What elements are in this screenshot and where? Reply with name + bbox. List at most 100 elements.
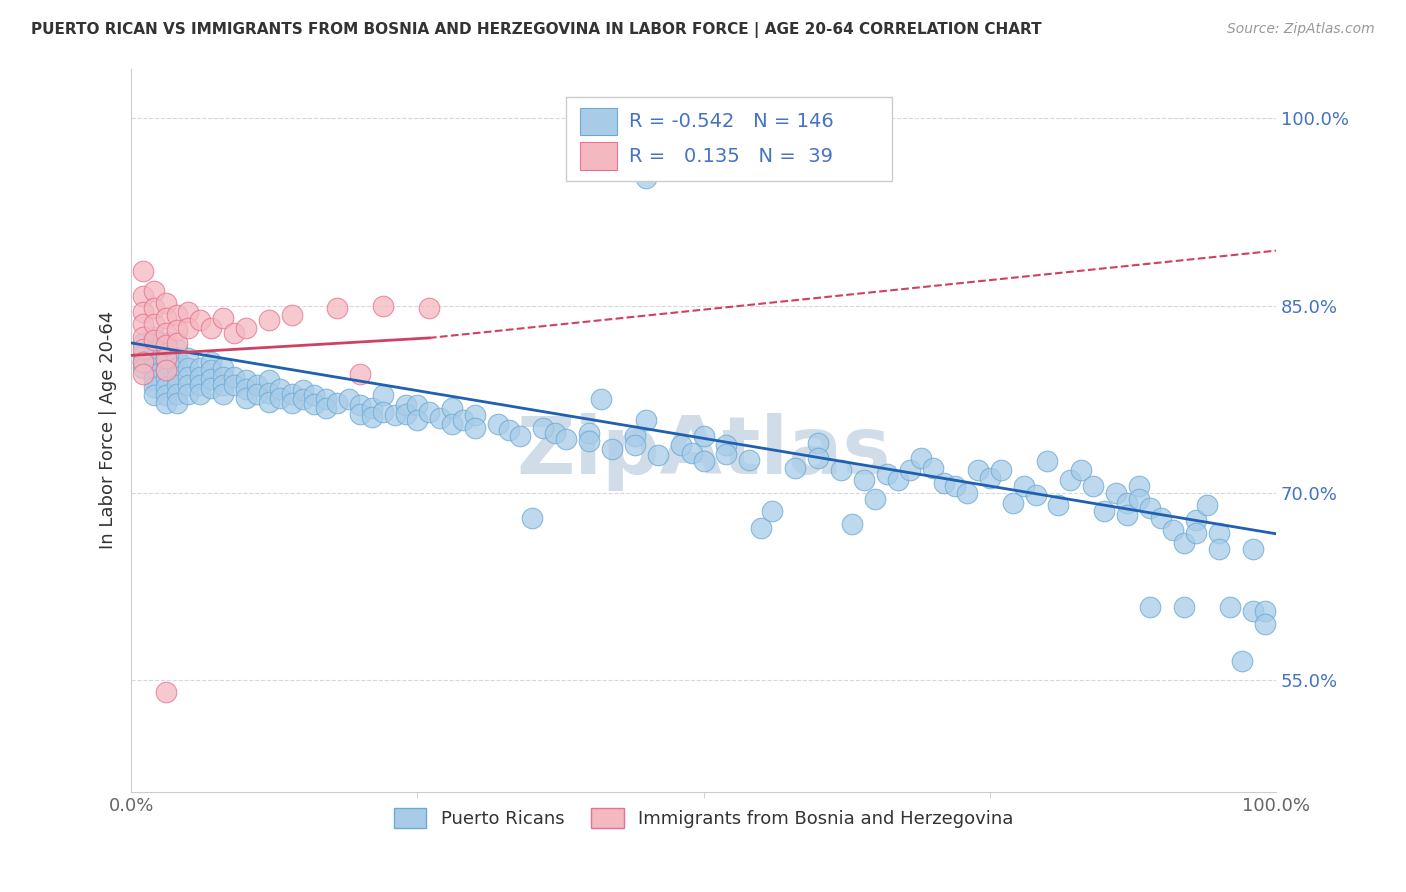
Bar xyxy=(581,108,617,135)
Point xyxy=(1116,495,1139,509)
Point xyxy=(257,385,280,400)
Point xyxy=(188,360,211,375)
Point xyxy=(1150,510,1173,524)
Point xyxy=(200,372,222,386)
Point xyxy=(1241,604,1264,618)
FancyBboxPatch shape xyxy=(567,97,893,181)
Point xyxy=(1230,654,1253,668)
Point xyxy=(636,413,658,427)
Point xyxy=(898,463,921,477)
Point xyxy=(406,413,429,427)
Point xyxy=(716,447,738,461)
Point xyxy=(188,313,211,327)
Point xyxy=(349,367,371,381)
Text: PUERTO RICAN VS IMMIGRANTS FROM BOSNIA AND HERZEGOVINA IN LABOR FORCE | AGE 20-6: PUERTO RICAN VS IMMIGRANTS FROM BOSNIA A… xyxy=(31,22,1042,38)
Point xyxy=(440,401,463,415)
Point xyxy=(440,417,463,431)
Point xyxy=(498,423,520,437)
Point xyxy=(406,398,429,412)
Point xyxy=(418,301,440,315)
Point xyxy=(807,450,830,465)
Point xyxy=(326,396,349,410)
Point xyxy=(155,363,177,377)
Point xyxy=(681,446,703,460)
Point xyxy=(166,342,188,356)
Point xyxy=(224,326,246,340)
Point xyxy=(166,323,188,337)
Point xyxy=(280,396,302,410)
Point xyxy=(155,371,177,385)
Point xyxy=(418,404,440,418)
Point xyxy=(155,379,177,393)
Point xyxy=(876,467,898,481)
Point xyxy=(143,379,166,393)
Text: R =   0.135   N =  39: R = 0.135 N = 39 xyxy=(630,146,834,166)
Point xyxy=(785,460,807,475)
Point xyxy=(211,360,233,375)
Point xyxy=(807,435,830,450)
Point xyxy=(131,354,153,368)
Point xyxy=(624,438,647,452)
Point xyxy=(224,378,246,392)
Point xyxy=(280,309,302,323)
Point xyxy=(371,404,394,418)
Point xyxy=(1173,535,1195,549)
Point xyxy=(166,369,188,384)
Point xyxy=(360,409,382,424)
Point xyxy=(143,301,166,315)
Point xyxy=(1116,508,1139,522)
Point xyxy=(1139,500,1161,515)
Point xyxy=(544,425,567,440)
Point xyxy=(600,442,623,456)
Point xyxy=(337,392,360,406)
Point xyxy=(143,342,166,356)
Point xyxy=(589,392,612,406)
Point xyxy=(315,401,337,415)
Point xyxy=(1025,488,1047,502)
Point xyxy=(967,463,990,477)
Point xyxy=(143,388,166,402)
Point xyxy=(1092,504,1115,518)
Point xyxy=(1173,600,1195,615)
Point xyxy=(451,413,474,427)
Point xyxy=(155,310,177,325)
Y-axis label: In Labor Force | Age 20-64: In Labor Force | Age 20-64 xyxy=(100,311,117,549)
Point xyxy=(131,360,153,375)
Point xyxy=(1241,541,1264,556)
Point xyxy=(155,354,177,368)
Point xyxy=(177,360,200,375)
Point xyxy=(143,351,166,365)
Point xyxy=(349,407,371,421)
Point xyxy=(429,410,451,425)
Point xyxy=(143,360,166,375)
Point xyxy=(624,429,647,443)
Point xyxy=(578,425,600,440)
Point xyxy=(865,491,887,506)
Point xyxy=(257,394,280,409)
Point xyxy=(395,398,418,412)
Point xyxy=(257,373,280,387)
Point xyxy=(1105,485,1128,500)
Text: R = -0.542   N = 146: R = -0.542 N = 146 xyxy=(630,112,834,131)
Bar xyxy=(581,143,617,169)
Point xyxy=(692,454,714,468)
Point xyxy=(464,409,486,423)
Point xyxy=(1128,479,1150,493)
Point xyxy=(830,463,852,477)
Point xyxy=(555,432,578,446)
Point xyxy=(647,448,669,462)
Point xyxy=(371,388,394,402)
Point xyxy=(131,367,153,381)
Point xyxy=(200,354,222,368)
Point xyxy=(155,363,177,377)
Point xyxy=(143,373,166,387)
Point xyxy=(509,429,531,443)
Point xyxy=(166,309,188,323)
Point xyxy=(304,388,326,402)
Point xyxy=(269,382,291,396)
Point xyxy=(246,387,269,401)
Point xyxy=(143,284,166,298)
Point xyxy=(852,473,875,487)
Point xyxy=(384,409,406,423)
Point xyxy=(1253,616,1275,631)
